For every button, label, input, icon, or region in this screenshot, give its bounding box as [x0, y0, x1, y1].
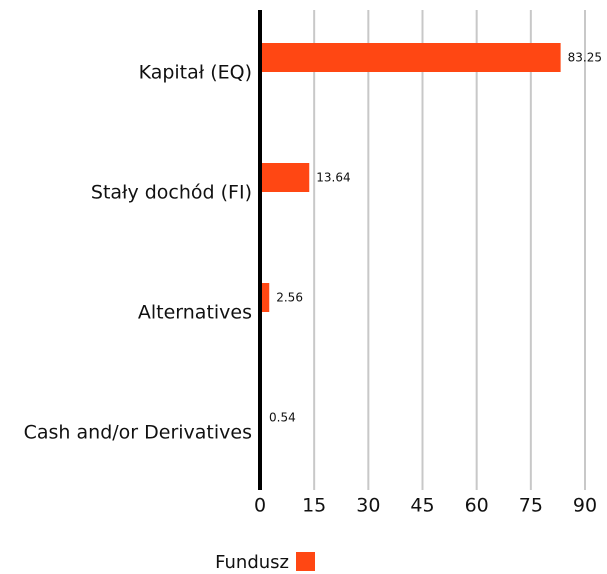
bar — [260, 283, 270, 312]
y-tick-label: Stały dochód (FI) — [91, 182, 252, 204]
y-tick-label: Kapitał (EQ) — [139, 62, 252, 84]
x-tick-label: 90 — [573, 495, 597, 517]
value-label: 0.54 — [269, 411, 296, 425]
bar — [260, 43, 561, 72]
value-label: 13.64 — [316, 171, 350, 185]
y-tick-label: Alternatives — [138, 302, 252, 324]
legend-label: Fundusz — [215, 552, 289, 573]
x-tick-label: 45 — [410, 495, 434, 517]
y-tick-label: Cash and/or Derivatives — [24, 422, 252, 444]
bar — [260, 163, 310, 192]
x-tick-label: 15 — [302, 495, 326, 517]
value-label: 83.25 — [568, 51, 602, 65]
x-tick-label: 0 — [254, 495, 266, 517]
x-tick-label: 75 — [519, 495, 543, 517]
value-label: 2.56 — [276, 291, 303, 305]
legend-swatch — [296, 552, 315, 571]
x-tick-label: 30 — [356, 495, 380, 517]
x-tick-label: 60 — [465, 495, 489, 517]
